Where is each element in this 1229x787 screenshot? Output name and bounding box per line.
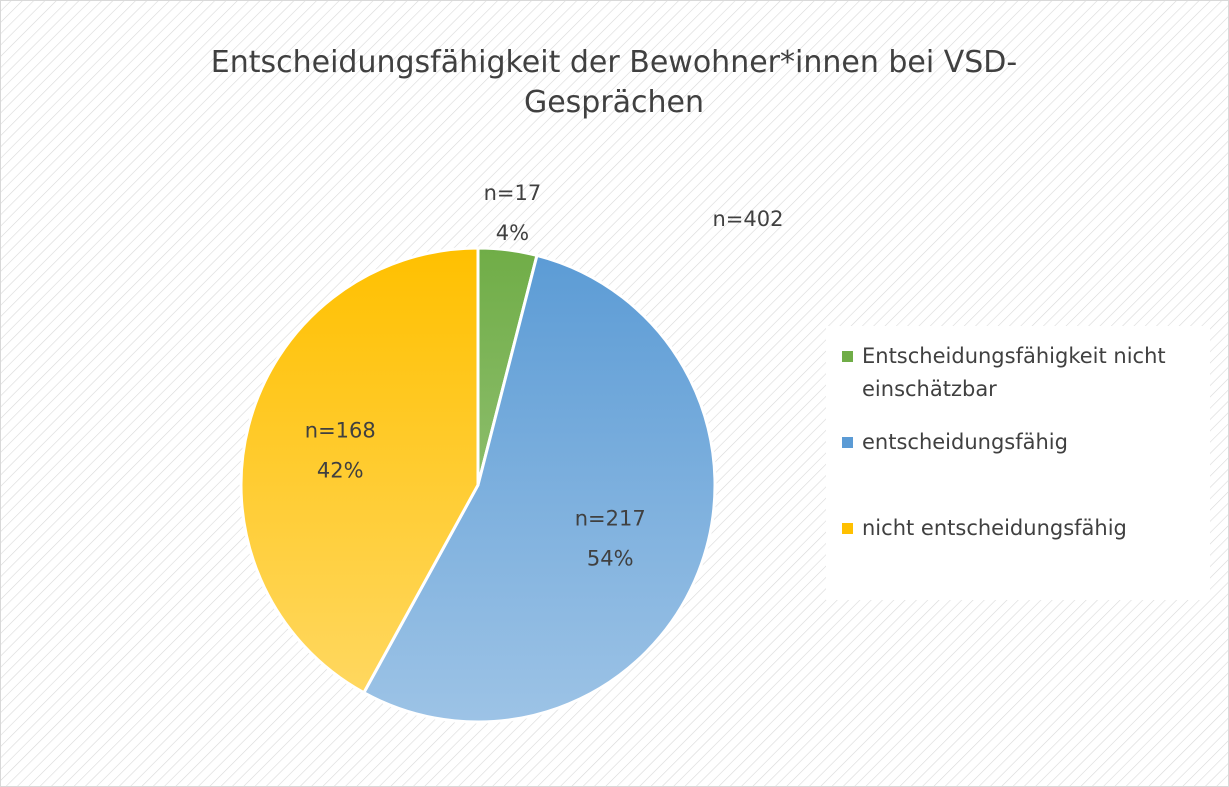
data-label: 42% [317, 459, 364, 483]
annotation: n=402 [713, 207, 784, 231]
data-label: 4% [496, 221, 529, 245]
legend-swatch [842, 351, 853, 362]
legend-entry: nicht entscheidungsfähig [842, 512, 1202, 545]
legend-entry: Entscheidungsfähigkeit nicht einschätzba… [842, 340, 1202, 406]
data-label: n=17 [484, 181, 542, 205]
chart-title: Entscheidungsfähigkeit der Bewohner*inne… [211, 45, 1017, 80]
legend-swatch [842, 437, 853, 448]
data-label: 54% [587, 546, 634, 570]
chart-title: Gesprächen [524, 85, 704, 120]
legend-label: entscheidungsfähig [862, 430, 1068, 454]
legend-entry: entscheidungsfähig [842, 426, 1202, 459]
slice [361, 253, 717, 724]
slice [239, 246, 480, 695]
legend-label: nicht entscheidungsfähig [862, 516, 1127, 540]
legend-swatch [842, 523, 853, 534]
legend-label: Entscheidungsfähigkeit nicht einschätzba… [862, 344, 1166, 401]
legend: Entscheidungsfähigkeit nicht einschätzba… [826, 326, 1210, 600]
data-label: n=217 [575, 506, 646, 530]
data-label: n=168 [305, 419, 376, 443]
